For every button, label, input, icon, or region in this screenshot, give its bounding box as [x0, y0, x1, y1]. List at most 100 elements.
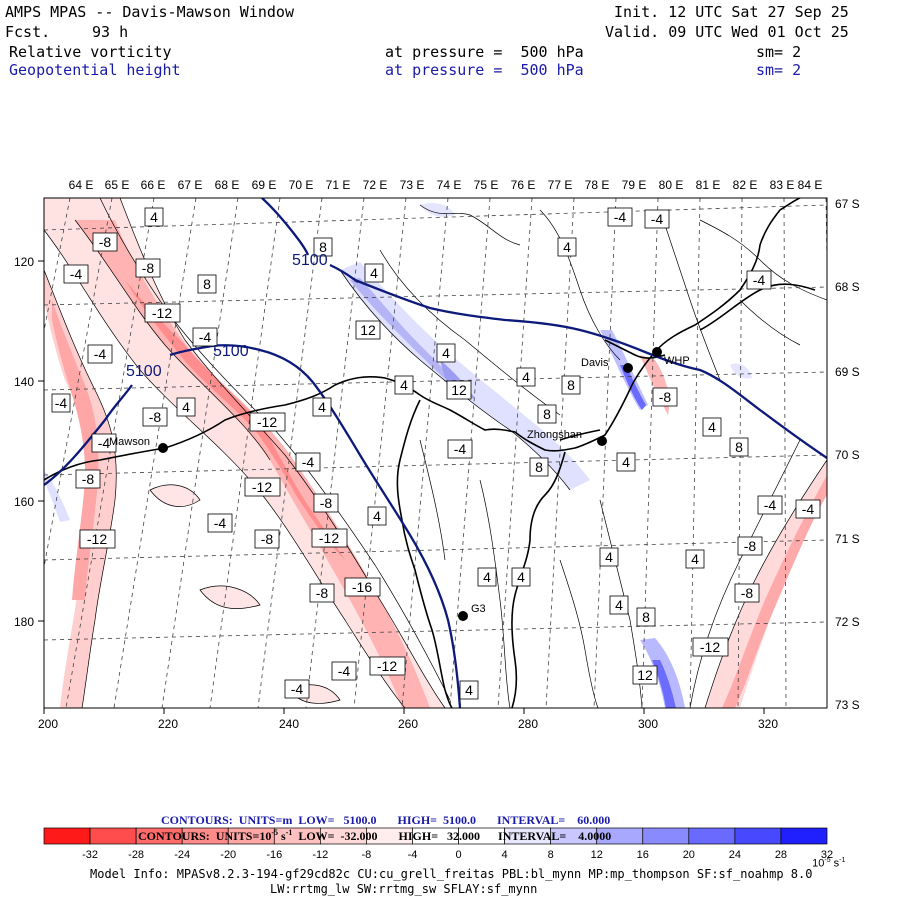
- svg-text:-4: -4: [291, 681, 304, 697]
- colorbar-label: 16: [637, 849, 649, 861]
- svg-text:-4: -4: [651, 211, 664, 227]
- vort-label: 8: [729, 437, 749, 457]
- vort-label: 4: [599, 547, 619, 567]
- lon-label: 68 E: [215, 178, 240, 192]
- svg-text:Zhongshan: Zhongshan: [527, 429, 582, 441]
- svg-text:-12: -12: [700, 639, 720, 655]
- x-tick-label: 300: [638, 717, 658, 731]
- vort-label: 4: [609, 595, 629, 615]
- vort-label: -4: [746, 270, 772, 290]
- vort-label: -8: [309, 583, 335, 603]
- vort-label: -12: [249, 412, 286, 432]
- vort-label: 12: [632, 665, 658, 685]
- station-whp: WHP: [652, 347, 690, 367]
- lat-label: 72 S: [835, 615, 860, 629]
- vort-label: -4: [447, 439, 473, 459]
- vort-label: 4: [459, 680, 479, 700]
- svg-text:-12: -12: [319, 530, 339, 546]
- vort-label: -4: [331, 661, 357, 681]
- svg-text:-4: -4: [199, 329, 212, 345]
- height-label: 5100: [126, 363, 162, 380]
- vort-label: -4: [795, 499, 821, 519]
- svg-text:-4: -4: [70, 266, 83, 282]
- field2-smoothing: sm= 2: [756, 61, 802, 79]
- vort-label: -12: [692, 637, 729, 657]
- map-frame: [43, 197, 828, 709]
- field1-smoothing: sm= 2: [756, 43, 802, 61]
- svg-text:4: 4: [465, 682, 473, 698]
- svg-text:-8: -8: [82, 471, 95, 487]
- vort-label: -4: [192, 327, 218, 347]
- colorbar-label: -12: [312, 849, 328, 861]
- svg-text:4: 4: [615, 597, 623, 613]
- vort-label: 4: [312, 397, 332, 417]
- vort-label: 4: [176, 397, 196, 417]
- lat-label: 73 S: [835, 698, 860, 712]
- vort-label: 4: [702, 417, 722, 437]
- y-tick-label: 140: [14, 375, 34, 389]
- svg-text:4: 4: [182, 399, 190, 415]
- map-plot-area: 4 -8 -4 -8 8 4 12 -12 -4 -4 12 4 -8 4 -4…: [44, 198, 827, 708]
- colorbar-label: -20: [220, 849, 236, 861]
- svg-text:4: 4: [483, 569, 491, 585]
- colorbar-label: 24: [729, 849, 741, 861]
- vort-label: 8: [537, 404, 557, 424]
- svg-text:-12: -12: [257, 414, 277, 430]
- vort-label: -4: [91, 433, 117, 453]
- colorbar-label: -28: [128, 849, 144, 861]
- vort-label: 8: [529, 457, 549, 477]
- lon-label: 80 E: [659, 178, 684, 192]
- svg-text:4: 4: [400, 377, 408, 393]
- lon-label: 75 E: [474, 178, 499, 192]
- vort-label: -8: [652, 387, 678, 407]
- init-time: Init. 12 UTC Sat 27 Sep 25: [614, 3, 849, 21]
- colorbar: -32 -28 -24 -20 -16 -12 -8 -4 0 4 8 12 16 20 24 28 32: [43, 827, 833, 861]
- colorbar-label: -16: [266, 849, 282, 861]
- svg-text:-16: -16: [352, 579, 372, 595]
- colorbar-label: 8: [548, 849, 554, 861]
- svg-text:8: 8: [543, 406, 551, 422]
- model-info-line1: Model Info: MPASv8.2.3-194-gf29cd82c CU:…: [90, 867, 813, 881]
- svg-text:-4: -4: [55, 395, 68, 411]
- vort-label: -4: [644, 209, 670, 229]
- svg-text:12: 12: [451, 382, 467, 398]
- colorbar-label: -32: [82, 849, 98, 861]
- stations: Mawson Davis WHP Zhongshan G3: [109, 347, 690, 621]
- vort-label: 4: [436, 343, 456, 363]
- lon-label: 70 E: [289, 178, 314, 192]
- plot-title: AMPS MPAS -- Davis-Mawson Window: [5, 3, 294, 21]
- valid-time: Valid. 09 UTC Wed 01 Oct 25: [605, 23, 849, 41]
- colorbar-swatch: [43, 827, 91, 845]
- svg-text:4: 4: [522, 369, 530, 385]
- vort-label: -8: [142, 407, 168, 427]
- vort-label: 4: [616, 452, 636, 472]
- lat-lon-grid: [44, 198, 827, 708]
- field2-name: Geopotential height: [9, 61, 181, 79]
- vort-label: -4: [63, 264, 89, 284]
- station-davis: Davis: [581, 357, 633, 373]
- lon-label: 82 E: [733, 178, 758, 192]
- svg-text:8: 8: [535, 459, 543, 475]
- svg-text:-8: -8: [741, 585, 754, 601]
- height-label: 5100: [292, 252, 328, 269]
- svg-text:-12: -12: [377, 658, 397, 674]
- vort-label: 4: [511, 567, 531, 587]
- vort-label: -12: [144, 303, 181, 323]
- vort-label: -8: [75, 469, 101, 489]
- vort-label: -4: [295, 452, 321, 472]
- svg-text:-4: -4: [753, 272, 766, 288]
- lat-label: 69 S: [835, 365, 860, 379]
- lon-label: 65 E: [105, 178, 130, 192]
- vort-label: -4: [207, 513, 233, 533]
- lon-label: 69 E: [252, 178, 277, 192]
- svg-text:-8: -8: [316, 585, 329, 601]
- y-axis-labels: 120 140 160 180: [14, 255, 34, 629]
- colorbar-swatch: [642, 827, 690, 845]
- svg-text:-4: -4: [454, 441, 467, 457]
- colorbar-label: -4: [408, 849, 418, 861]
- svg-text:4: 4: [318, 399, 326, 415]
- svg-text:-4: -4: [338, 663, 351, 679]
- vort-label: 4: [557, 237, 577, 257]
- svg-text:-8: -8: [149, 409, 162, 425]
